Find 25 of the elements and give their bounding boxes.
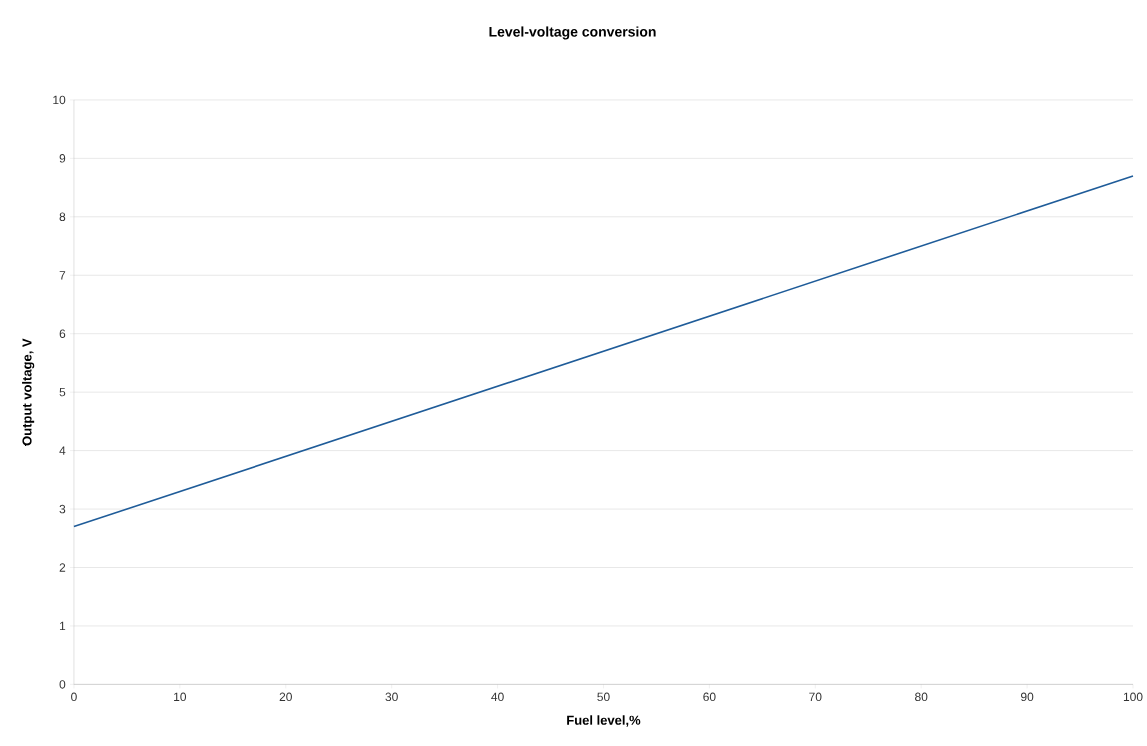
y-tick-label: 1	[59, 621, 66, 630]
x-tick-label: 20	[279, 692, 292, 701]
y-tick-label: 8	[59, 212, 66, 221]
x-tick-label: 40	[491, 692, 504, 701]
y-axis-title: Output voltage, V	[22, 338, 35, 446]
y-tick-label: 10	[53, 95, 66, 104]
y-tick-label: 4	[59, 446, 66, 455]
y-tick-label: 6	[59, 329, 66, 338]
x-tick-label: 100	[1123, 692, 1143, 701]
y-tick-label: 5	[59, 387, 66, 397]
x-axis-title: Fuel level,%	[567, 715, 641, 727]
x-tick-label: 50	[597, 692, 610, 701]
x-tick-label: 90	[1021, 692, 1034, 701]
chart-title: Level-voltage conversion	[489, 26, 656, 40]
y-tick-label: 9	[59, 153, 66, 163]
x-tick-label: 80	[915, 692, 928, 701]
y-tick-label: 0	[59, 679, 66, 689]
y-tick-label: 2	[59, 563, 66, 572]
y-tick-label: 7	[59, 270, 66, 280]
x-tick-label: 10	[174, 692, 187, 701]
x-tick-label: 0	[71, 692, 77, 701]
x-tick-label: 70	[809, 692, 822, 701]
x-tick-label: 30	[385, 692, 398, 701]
y-tick-label: 3	[59, 504, 66, 514]
x-tick-label: 60	[703, 692, 716, 701]
